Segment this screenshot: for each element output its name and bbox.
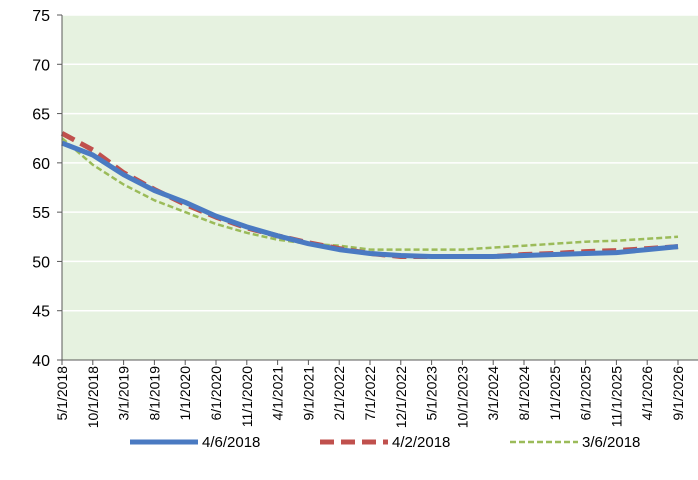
series-line: [61, 140, 679, 259]
x-tick-label: 5/1/2023: [424, 366, 440, 421]
series-layer: [60, 131, 679, 259]
y-axis-ticks: 40 45 50 55 60 65 70 75: [32, 8, 62, 370]
series-line: [61, 137, 679, 251]
axes: [61, 15, 698, 361]
x-tick-label: 4/1/2021: [270, 366, 286, 421]
x-tick-label: 5/1/2018: [54, 366, 70, 421]
x-tick-label: 2/1/2022: [331, 366, 347, 421]
x-tick-label: 6/1/2025: [578, 366, 594, 421]
x-tick-label: 11/1/2025: [608, 366, 624, 427]
y-tick-label: 55: [32, 205, 50, 222]
x-tick-label: 4/1/2026: [639, 366, 655, 421]
y-tick-label: 70: [32, 57, 50, 74]
x-tick-label: 8/1/2019: [146, 366, 162, 421]
legend: 4/6/2018 4/2/2018 3/6/2018: [130, 434, 640, 451]
y-tick-label: 45: [32, 304, 50, 321]
x-tick-label: 3/1/2024: [485, 366, 501, 421]
x-tick-label: 11/1/2020: [239, 366, 255, 427]
x-tick-label: 7/1/2022: [362, 366, 378, 421]
x-tick-label: 8/1/2024: [516, 366, 532, 421]
x-tick-label: 1/1/2020: [177, 366, 193, 421]
x-tick-label: 3/1/2019: [116, 366, 132, 421]
x-tick-label: 12/1/2022: [393, 366, 409, 428]
legend-label: 3/6/2018: [582, 434, 640, 451]
x-tick-label: 6/1/2020: [208, 366, 224, 421]
legend-label: 4/2/2018: [392, 434, 450, 451]
x-axis-ticks: 5/1/2018 10/1/2018 3/1/2019 8/1/2019 1/1/202…: [54, 360, 686, 428]
y-tick-label: 50: [32, 254, 50, 271]
x-tick-label: 10/1/2023: [454, 366, 470, 428]
x-tick-label: 1/1/2025: [547, 366, 563, 421]
plot-area: [62, 15, 698, 360]
y-tick-label: 65: [32, 107, 50, 124]
x-tick-label: 10/1/2018: [85, 366, 101, 428]
legend-label: 4/6/2018: [202, 434, 260, 451]
x-tick-label: 9/1/2026: [670, 366, 686, 421]
gridlines: [62, 14, 698, 312]
y-tick-label: 40: [32, 353, 50, 370]
y-tick-label: 60: [32, 156, 50, 173]
x-tick-label: 9/1/2021: [300, 366, 316, 421]
y-tick-label: 75: [32, 8, 50, 25]
